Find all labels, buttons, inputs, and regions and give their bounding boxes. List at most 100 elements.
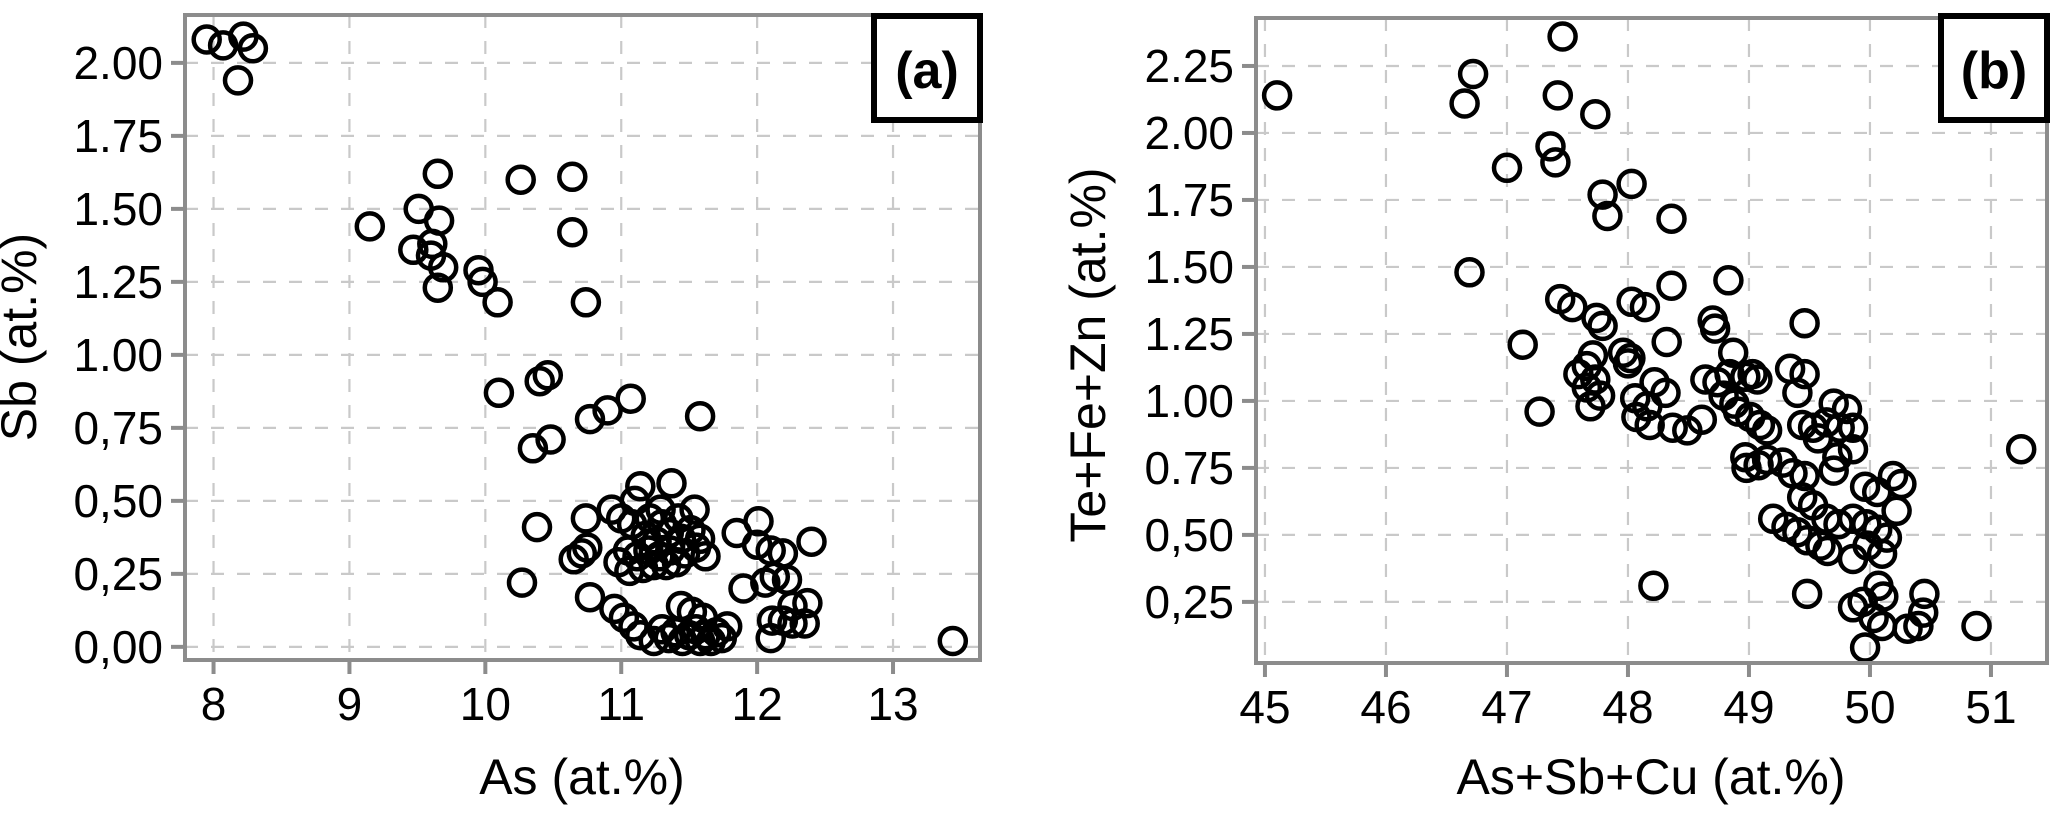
data-point bbox=[1699, 313, 1731, 344]
data-point bbox=[532, 360, 564, 391]
data-point bbox=[557, 161, 588, 193]
x-tick-label: 46 bbox=[1360, 681, 1411, 733]
data-point bbox=[1587, 179, 1618, 210]
data-point bbox=[354, 211, 386, 242]
y-tick-label: 0,25 bbox=[73, 548, 163, 600]
data-point bbox=[237, 33, 269, 64]
data-point bbox=[1802, 423, 1834, 454]
panel-b-ticks bbox=[1242, 63, 1993, 677]
data-point bbox=[1818, 455, 1849, 486]
data-point bbox=[1742, 364, 1773, 395]
data-point bbox=[483, 377, 515, 409]
data-point bbox=[1714, 358, 1745, 390]
data-point bbox=[1849, 632, 1881, 663]
data-point bbox=[1557, 291, 1588, 323]
data-point bbox=[1638, 570, 1669, 602]
data-point bbox=[665, 590, 697, 622]
data-point bbox=[1491, 152, 1523, 184]
data-point bbox=[1587, 310, 1618, 342]
panel-b-grid bbox=[1256, 18, 2047, 663]
data-point bbox=[615, 383, 646, 414]
x-tick-label: 10 bbox=[460, 678, 511, 730]
data-point bbox=[1524, 396, 1555, 427]
data-point bbox=[1584, 380, 1616, 411]
x-tick-label: 11 bbox=[597, 678, 645, 730]
y-tick-label: 1.75 bbox=[1144, 174, 1234, 226]
data-point bbox=[1789, 460, 1820, 492]
data-point bbox=[398, 234, 429, 266]
data-point bbox=[1909, 578, 1940, 610]
data-point bbox=[1547, 21, 1578, 52]
data-point bbox=[618, 611, 649, 642]
panel-b-y-axis-label: Te+Fe+Zn (at.%) bbox=[1060, 167, 1116, 542]
x-tick-label: 12 bbox=[732, 678, 783, 730]
data-point bbox=[1507, 329, 1538, 360]
data-point bbox=[572, 532, 603, 563]
data-point bbox=[1866, 538, 1898, 569]
data-point bbox=[1616, 168, 1647, 200]
panel-a-ticks bbox=[171, 60, 896, 674]
panel-a-letter: (a) bbox=[895, 42, 959, 100]
data-point bbox=[1581, 302, 1612, 334]
data-point bbox=[653, 622, 685, 654]
x-tick-label: 47 bbox=[1481, 681, 1532, 733]
data-point bbox=[756, 605, 788, 636]
data-point bbox=[427, 252, 459, 283]
data-point bbox=[1751, 415, 1783, 446]
x-tick-label: 51 bbox=[1965, 681, 2016, 733]
data-point bbox=[1789, 358, 1820, 390]
data-point bbox=[1713, 265, 1744, 296]
data-point bbox=[625, 619, 656, 651]
panel-b: 45 46 47 48 49 50 51 0,25 0,50 0.75 1.00 1.25 1.50 1.… bbox=[1060, 13, 2050, 805]
data-point bbox=[608, 602, 640, 633]
data-point bbox=[1837, 433, 1869, 465]
x-tick-label: 13 bbox=[867, 678, 918, 730]
data-point bbox=[1261, 80, 1293, 111]
data-point bbox=[1881, 495, 1912, 527]
data-point bbox=[1542, 80, 1574, 111]
data-point bbox=[1744, 409, 1776, 441]
data-point bbox=[789, 608, 820, 639]
data-point bbox=[535, 424, 566, 455]
data-point bbox=[1805, 530, 1836, 561]
data-point bbox=[684, 400, 716, 432]
data-point bbox=[1634, 409, 1665, 441]
data-point bbox=[1782, 377, 1813, 409]
data-point bbox=[574, 581, 606, 613]
y-tick-label: 1.50 bbox=[73, 183, 163, 235]
y-tick-label: 2.25 bbox=[1144, 40, 1234, 92]
panel-b-letter-box bbox=[1938, 13, 2050, 123]
data-point bbox=[638, 549, 670, 581]
data-point bbox=[422, 272, 454, 303]
data-point bbox=[661, 546, 693, 578]
data-point bbox=[796, 526, 827, 557]
data-point bbox=[1535, 131, 1566, 162]
data-point bbox=[570, 287, 602, 318]
y-tick-label: 0,50 bbox=[1144, 509, 1234, 561]
data-point bbox=[222, 65, 254, 96]
data-point bbox=[656, 468, 687, 499]
panel-a-x-axis-label: As (at.%) bbox=[479, 749, 685, 805]
data-point bbox=[1651, 326, 1682, 358]
data-point bbox=[1822, 441, 1853, 473]
data-point bbox=[1612, 348, 1644, 379]
data-point bbox=[1717, 337, 1749, 368]
panel-b-x-axis-label: As+Sb+Cu (at.%) bbox=[1456, 749, 1845, 805]
data-point bbox=[1791, 578, 1823, 610]
data-point bbox=[1656, 203, 1687, 234]
data-point bbox=[191, 24, 222, 55]
data-point bbox=[1837, 543, 1869, 575]
data-point bbox=[566, 538, 598, 569]
y-tick-label: 1.00 bbox=[1144, 375, 1234, 427]
data-point bbox=[1877, 460, 1909, 492]
data-point bbox=[1737, 358, 1768, 390]
data-point bbox=[937, 625, 969, 657]
data-point bbox=[759, 561, 791, 593]
data-point bbox=[557, 216, 588, 248]
panel-a-letter-box bbox=[871, 13, 983, 123]
data-point bbox=[482, 287, 513, 318]
data-point bbox=[1837, 503, 1869, 535]
y-tick-label: 0,00 bbox=[73, 621, 163, 673]
